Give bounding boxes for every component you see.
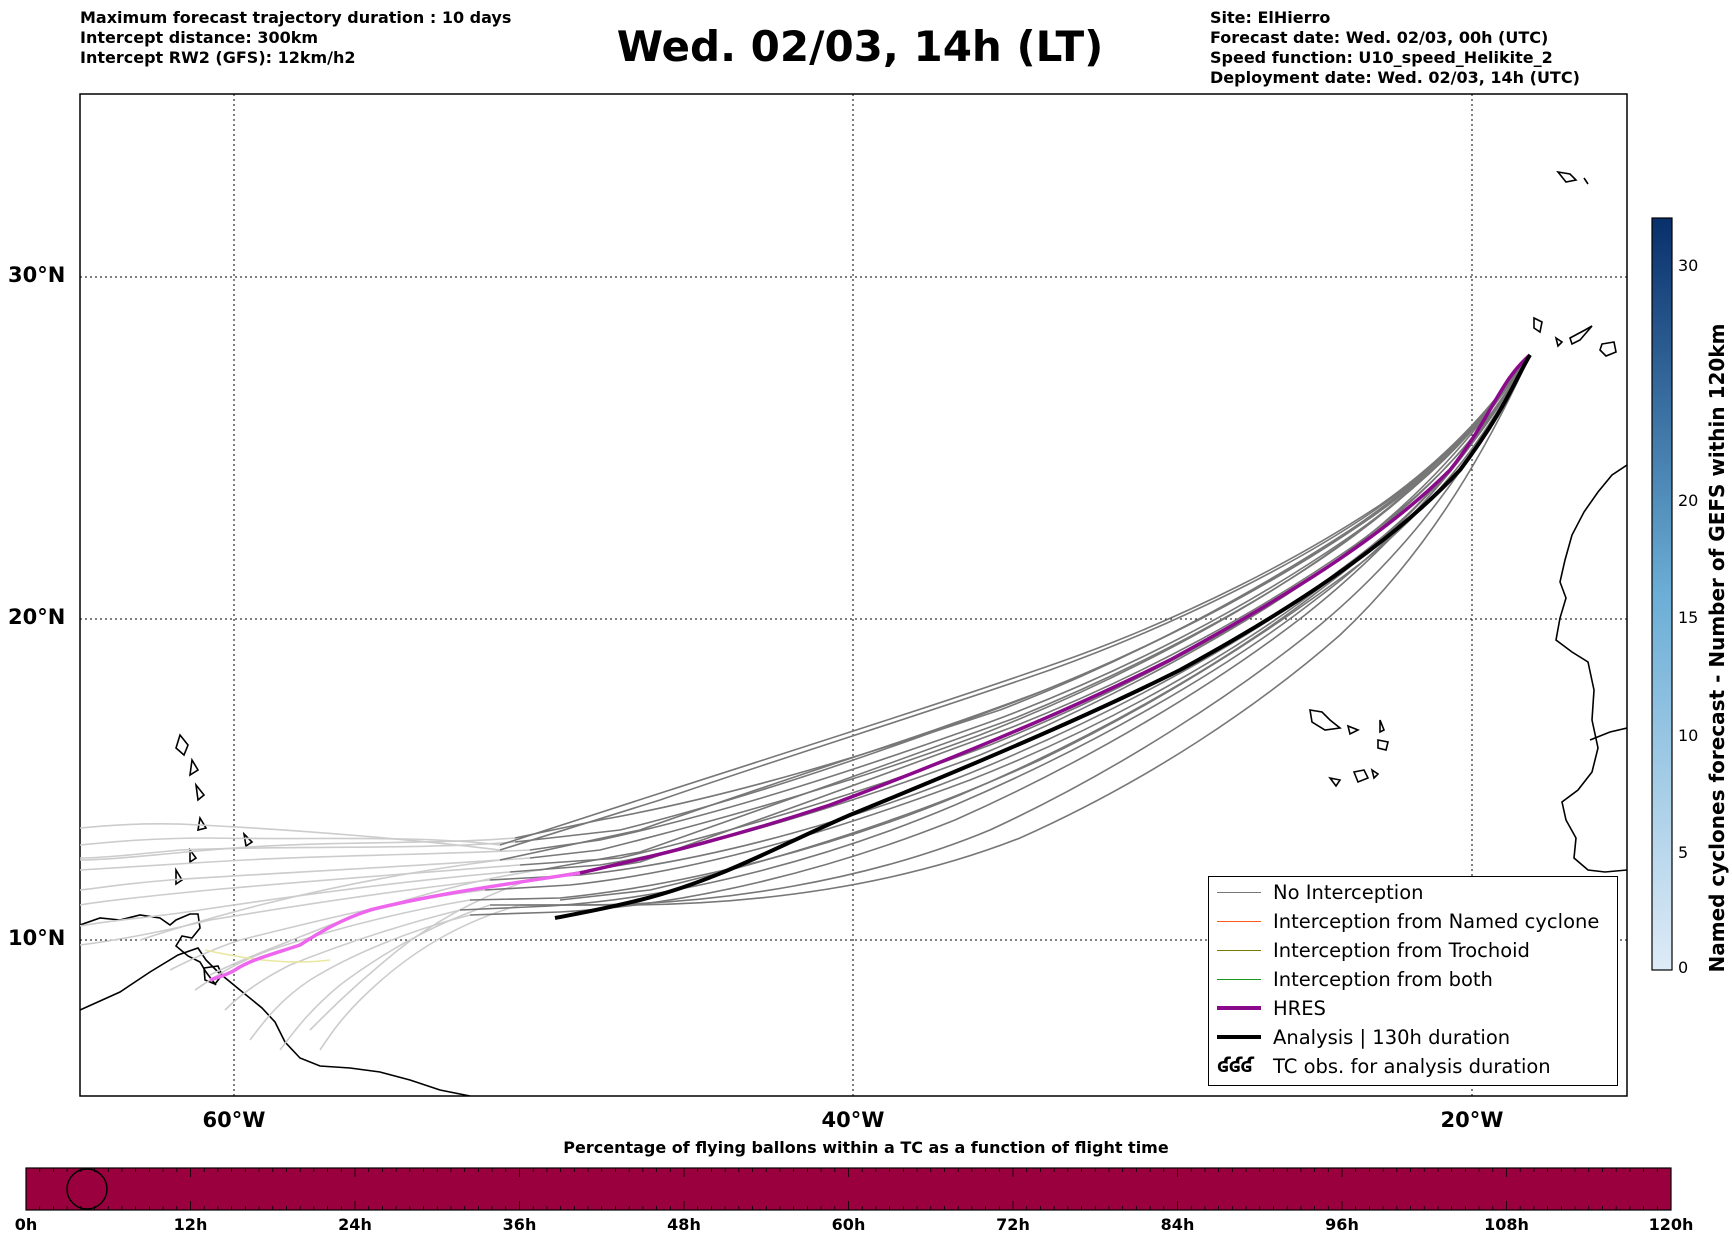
hres-track xyxy=(579,353,1532,875)
legend-item: ʛʛʛ TC obs. for analysis duration xyxy=(1209,1053,1615,1081)
colorbar-tick: 10 xyxy=(1678,726,1699,745)
legend-swatch xyxy=(1217,1035,1261,1039)
extended-track xyxy=(80,857,531,891)
extended-track xyxy=(204,949,331,963)
legend-label: Interception from Trochoid xyxy=(1273,939,1530,962)
legend-item: No Interception xyxy=(1209,879,1615,907)
legend-swatch xyxy=(1217,979,1261,980)
cyclone-colorbar xyxy=(1651,217,1673,971)
extended-track xyxy=(249,914,471,1041)
extended-track xyxy=(80,822,501,851)
extended-track xyxy=(224,909,461,1011)
header-right-info: Site: ElHierro Forecast date: Wed. 02/03… xyxy=(1210,8,1580,88)
legend-swatch xyxy=(1217,892,1261,893)
lat-label-10n: 10°N xyxy=(8,926,66,950)
africa-coast xyxy=(1555,464,1627,873)
colorbar-tick: 5 xyxy=(1678,843,1689,862)
lat-label-30n: 30°N xyxy=(8,263,66,287)
time-tick-label: 108h xyxy=(1484,1215,1529,1234)
legend-item: Interception from Named cyclone xyxy=(1209,908,1615,936)
time-tick-label: 12h xyxy=(173,1215,208,1234)
time-tick-label: 48h xyxy=(667,1215,701,1234)
time-bar-title: Percentage of flying ballons within a TC… xyxy=(563,1138,1169,1157)
legend-item: Analysis | 130h duration xyxy=(1209,1024,1615,1052)
hres-track-extended xyxy=(209,871,581,982)
deployment-date-text: Deployment date: Wed. 02/03, 14h (UTC) xyxy=(1210,68,1580,87)
member-track xyxy=(520,354,1531,906)
time-tick-label: 24h xyxy=(338,1215,372,1234)
south-america-coast xyxy=(80,947,471,1096)
coastline xyxy=(80,170,1627,1096)
legend-item: Interception from both xyxy=(1209,966,1615,994)
lon-label-60w: 60°W xyxy=(202,1108,266,1132)
member-track xyxy=(499,354,1531,861)
intercept-distance-text: Intercept distance: 300km xyxy=(80,28,319,47)
legend-label: HRES xyxy=(1273,997,1326,1020)
analysis-track xyxy=(554,353,1532,920)
max-duration-text: Maximum forecast trajectory duration : 1… xyxy=(80,8,512,27)
extended-track xyxy=(80,849,531,871)
forecast-date-text: Forecast date: Wed. 02/03, 00h (UTC) xyxy=(1210,28,1549,47)
legend-label: TC obs. for analysis duration xyxy=(1273,1055,1551,1078)
colorbar-gradient xyxy=(1651,217,1673,971)
speed-function-text: Speed function: U10_speed_Helikite_2 xyxy=(1210,48,1553,67)
lon-label-20w: 20°W xyxy=(1440,1108,1504,1132)
colorbar-tick: 20 xyxy=(1678,491,1699,510)
time-tick-label: 36h xyxy=(502,1215,537,1234)
colorbar-tick: 30 xyxy=(1678,256,1699,275)
cape-verde-coast xyxy=(1589,727,1627,741)
member-track xyxy=(529,354,1531,851)
time-bar-marker xyxy=(66,1168,108,1210)
extended-track xyxy=(80,871,511,927)
member-track xyxy=(499,354,1531,846)
header-left-info: Maximum forecast trajectory duration : 1… xyxy=(80,8,511,68)
member-track xyxy=(559,354,1531,901)
flight-time-bar xyxy=(25,1167,1672,1211)
extended-track xyxy=(80,841,516,859)
canary-islands xyxy=(1533,316,1617,357)
colorbar-title: Named cyclones forecast - Number of GEFS… xyxy=(1705,323,1729,973)
time-tick-label: 60h xyxy=(831,1215,866,1234)
extended-track xyxy=(80,837,516,861)
time-tick-label: 0h xyxy=(14,1215,38,1234)
madeira xyxy=(1556,170,1589,185)
page-title: Wed. 02/03, 14h (LT) xyxy=(616,22,1104,71)
member-track xyxy=(490,354,1531,906)
legend-swatch xyxy=(1217,921,1261,922)
lon-label-40w: 40°W xyxy=(821,1108,885,1132)
legend-label: Interception from Named cyclone xyxy=(1273,910,1600,933)
legend-item: HRES xyxy=(1209,995,1615,1023)
extended-track xyxy=(319,904,521,1051)
time-tick-label: 96h xyxy=(1325,1215,1359,1234)
cape-verde-islands xyxy=(1309,709,1389,788)
extended-track xyxy=(80,879,491,946)
lat-label-20n: 20°N xyxy=(8,605,66,629)
extended-track xyxy=(279,904,491,1051)
extended-track xyxy=(80,864,521,906)
legend-label: Interception from both xyxy=(1273,968,1493,991)
legend-swatch xyxy=(1217,950,1261,951)
extended-track xyxy=(80,837,501,846)
trinidad xyxy=(203,965,223,985)
time-tick-label: 120h xyxy=(1648,1215,1694,1234)
member-track xyxy=(529,354,1531,881)
lesser-antilles xyxy=(175,733,254,886)
colorbar-tick: 0 xyxy=(1678,958,1689,977)
time-tick-label: 84h xyxy=(1160,1215,1195,1234)
legend-label: No Interception xyxy=(1273,881,1424,904)
colorbar-tick: 15 xyxy=(1678,608,1699,627)
tc-symbol-icon: ʛʛʛ xyxy=(1217,1053,1254,1077)
time-tick-label: 72h xyxy=(996,1215,1030,1234)
intercept-rw2-text: Intercept RW2 (GFS): 12km/h2 xyxy=(80,48,356,67)
time-bar-minor-ticks xyxy=(39,1168,1658,1210)
member-track xyxy=(539,354,1531,871)
site-text: Site: ElHierro xyxy=(1210,8,1331,27)
legend-swatch xyxy=(1217,1006,1261,1010)
legend: No Interception Interception from Named … xyxy=(1208,876,1618,1086)
legend-label: Analysis | 130h duration xyxy=(1273,1026,1511,1049)
extended-track xyxy=(309,879,531,1031)
legend-item: Interception from Trochoid xyxy=(1209,937,1615,965)
extended-track xyxy=(139,859,501,941)
